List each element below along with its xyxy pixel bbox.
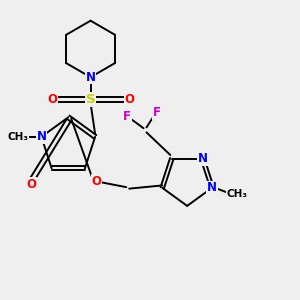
Text: O: O xyxy=(92,175,101,188)
Text: N: N xyxy=(85,71,96,84)
Text: CH₃: CH₃ xyxy=(227,189,248,199)
Text: F: F xyxy=(153,106,161,119)
Text: S: S xyxy=(86,93,95,106)
Text: O: O xyxy=(47,93,57,106)
Text: CH₃: CH₃ xyxy=(7,132,28,142)
Text: N: N xyxy=(197,152,208,165)
Text: N: N xyxy=(207,181,217,194)
Text: N: N xyxy=(36,130,46,143)
Text: O: O xyxy=(124,93,134,106)
Text: O: O xyxy=(26,178,36,191)
Text: F: F xyxy=(123,110,131,124)
